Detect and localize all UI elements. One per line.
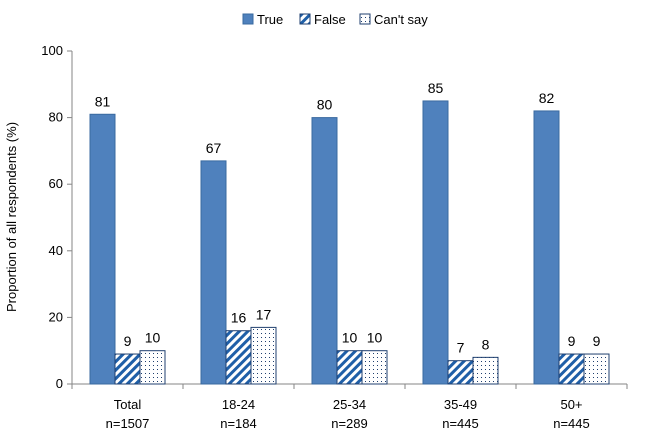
- bar-false: [225, 330, 252, 385]
- bar-false: [114, 353, 141, 385]
- data-labels-group: 81 67 80 85 82 9 16 10 7 9 10 17 10 8 9: [95, 80, 601, 356]
- bar-true: [200, 160, 227, 385]
- legend-label-can-t-say: Can't say: [374, 12, 428, 27]
- data-label-can-t-say: 9: [593, 333, 601, 349]
- data-label-false: 9: [124, 333, 132, 349]
- data-label-true: 80: [317, 97, 333, 113]
- legend-label-true: True: [257, 12, 283, 27]
- bar-can-t-say: [139, 350, 166, 385]
- data-label-true: 67: [206, 140, 222, 156]
- legend-label-false: False: [314, 12, 346, 27]
- data-label-true: 81: [95, 93, 111, 109]
- legend: True False Can't say: [242, 12, 428, 27]
- data-label-true: 85: [428, 80, 444, 96]
- data-label-true: 82: [539, 90, 555, 106]
- y-tick-label: 100: [41, 43, 63, 58]
- data-label-false: 16: [231, 310, 247, 326]
- bar-can-t-say: [361, 350, 388, 385]
- legend-swatch-can-t-say: [359, 13, 371, 25]
- bars-group: [89, 100, 610, 385]
- y-tick-label: 20: [49, 309, 63, 324]
- y-axis: 0 20 40 60 80 100: [41, 43, 73, 391]
- x-tick-label: 18-24 n=184: [220, 397, 257, 431]
- x-tick-label: 35-49 n=445: [442, 397, 479, 431]
- bar-true: [422, 100, 449, 385]
- bar-false: [558, 353, 585, 385]
- x-axis: Total n=1507 18-24 n=184 25-34 n=289 35-49 n=44…: [71, 383, 628, 431]
- y-tick-label: 40: [49, 243, 63, 258]
- bar-true: [89, 113, 116, 385]
- bar-true: [311, 117, 338, 385]
- legend-swatch-true: [242, 13, 254, 25]
- y-tick-label: 80: [49, 110, 63, 125]
- data-label-false: 9: [568, 333, 576, 349]
- data-label-can-t-say: 10: [367, 330, 383, 346]
- x-tick-label: Total n=1507: [106, 397, 150, 431]
- x-tick-label: 25-34 n=289: [331, 397, 368, 431]
- bar-can-t-say: [583, 353, 610, 385]
- legend-swatch-false: [299, 13, 311, 25]
- bar-can-t-say: [250, 326, 277, 385]
- data-label-can-t-say: 10: [145, 330, 161, 346]
- data-label-false: 7: [457, 340, 465, 356]
- bar-false: [336, 350, 363, 385]
- bar-false: [447, 360, 474, 385]
- data-label-false: 10: [342, 330, 358, 346]
- bar-true: [533, 110, 560, 385]
- data-label-can-t-say: 8: [482, 336, 490, 352]
- data-label-can-t-say: 17: [256, 306, 272, 322]
- y-tick-label: 0: [56, 376, 63, 391]
- y-axis-title: Proportion of all respondents (%): [4, 122, 19, 312]
- y-tick-label: 60: [49, 176, 63, 191]
- x-tick-label: 50+ n=445: [553, 397, 590, 431]
- bar-can-t-say: [472, 356, 499, 385]
